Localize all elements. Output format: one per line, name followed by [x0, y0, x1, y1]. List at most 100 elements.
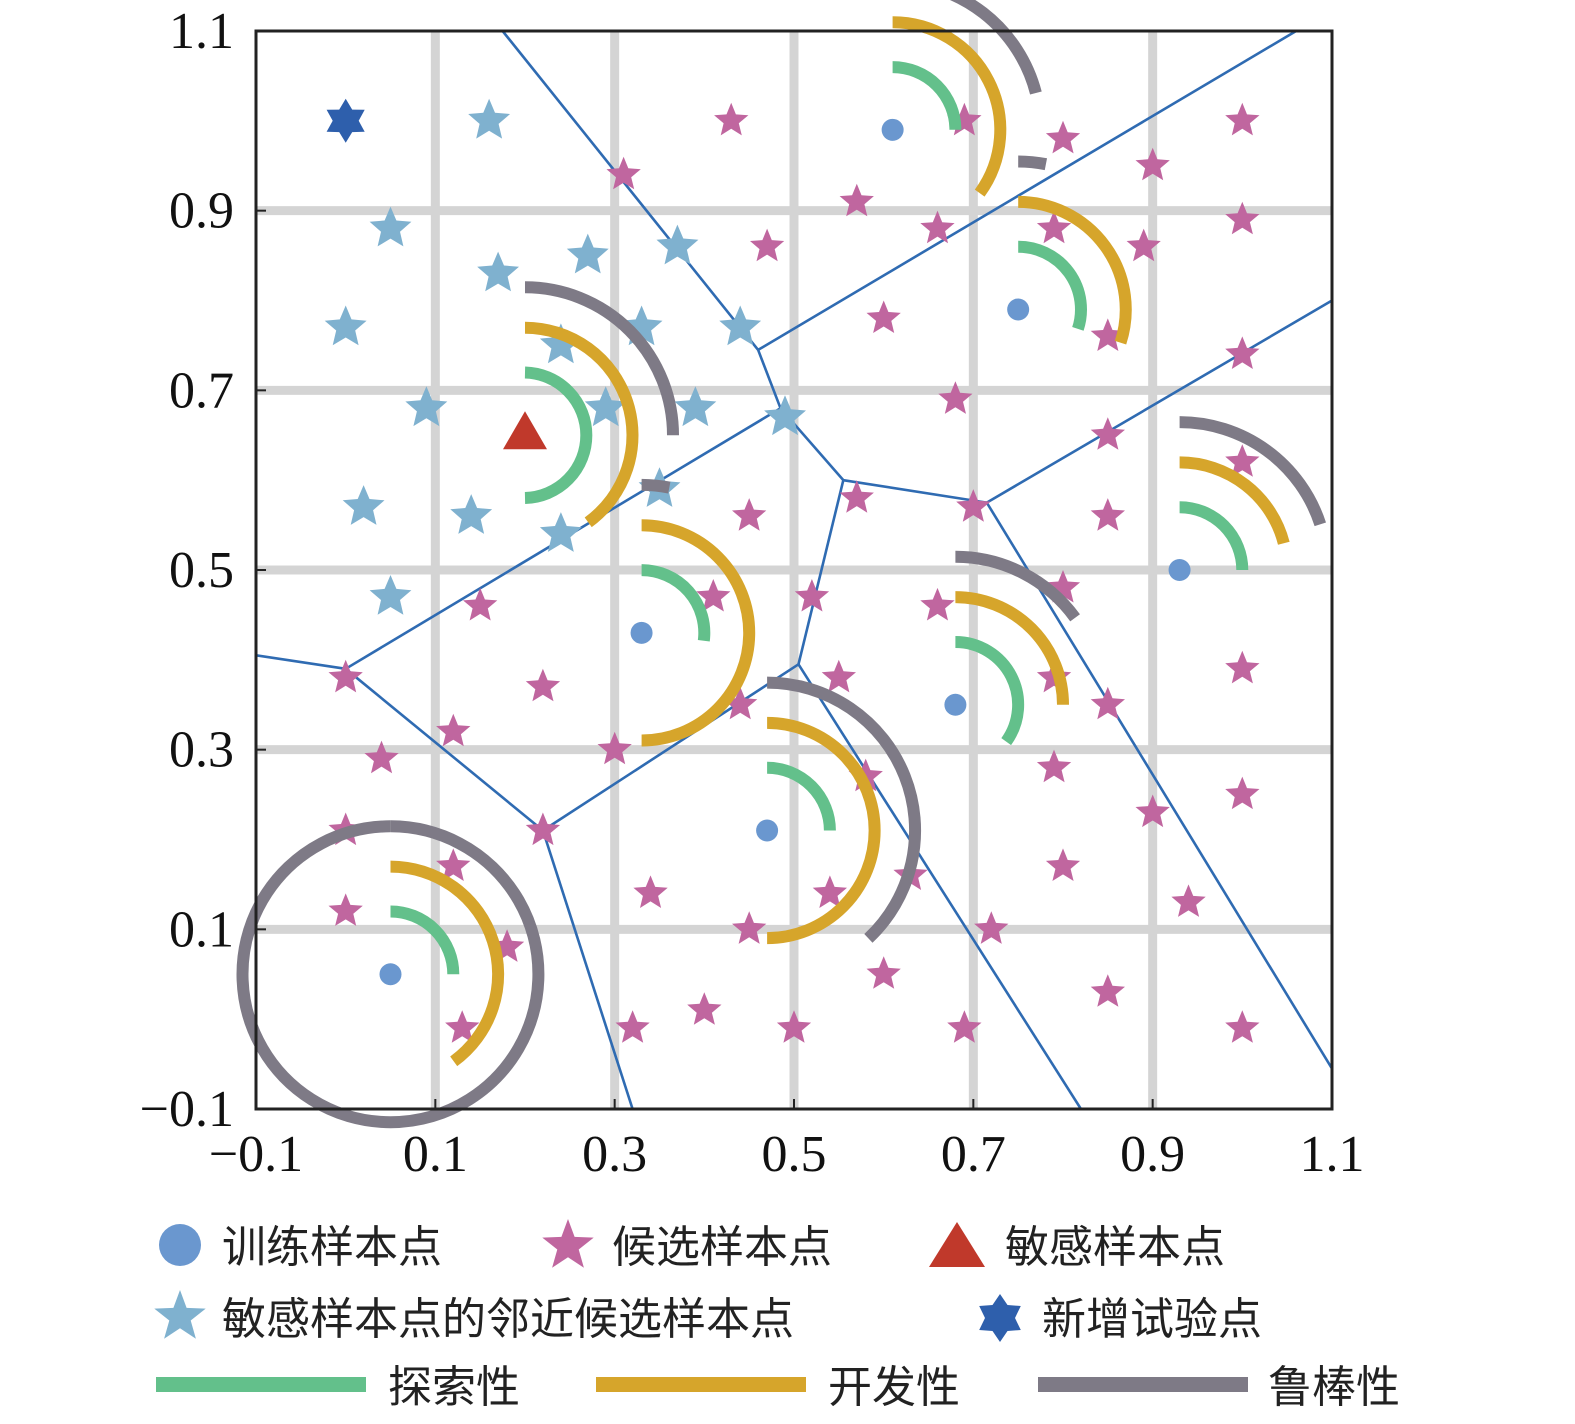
neighbor-point: [369, 575, 412, 615]
candidate-point: [1045, 848, 1081, 881]
voronoi-edge: [542, 663, 800, 832]
voronoi-edge: [985, 501, 1332, 1070]
candidate-points: [328, 102, 1260, 1043]
y-tick-label: 0.5: [169, 542, 234, 599]
legend-candidate-marker: [542, 1219, 594, 1268]
training-point: [1168, 559, 1191, 581]
training-point: [881, 118, 904, 141]
neighbor-point: [566, 233, 609, 274]
indicator-arcs: [236, 0, 1327, 1129]
legend-training-label: 训练样本点: [222, 1222, 442, 1273]
training-point: [756, 819, 779, 842]
neighbor-point: [369, 206, 412, 247]
candidate-point: [866, 956, 901, 989]
legend-robustness-label: 鲁棒性: [1268, 1362, 1400, 1413]
voronoi-edge: [756, 349, 782, 409]
robustness-arc: [949, 0, 1042, 95]
candidate-point: [687, 992, 722, 1025]
neighbor-point: [468, 98, 511, 139]
candidate-point: [696, 579, 731, 612]
y-tick-label: 0.7: [169, 362, 234, 419]
legend-candidate-label: 候选样本点: [612, 1222, 832, 1273]
candidate-point: [866, 300, 901, 333]
candidate-point: [633, 875, 668, 908]
legend-robustness-line: [1038, 1377, 1248, 1392]
neighbor-point: [324, 305, 367, 346]
candidate-point: [597, 731, 632, 765]
exploration-arc: [524, 366, 593, 504]
candidate-point: [732, 911, 767, 944]
candidate-point: [1036, 749, 1072, 783]
legend-exploitation-line: [596, 1377, 806, 1392]
exploration-arc: [1018, 240, 1087, 331]
y-axis: −0.1 0.1 0.3 0.5 0.7 0.9 1.1: [140, 3, 266, 1138]
neighbor-point: [656, 224, 699, 265]
y-tick-label: 0.1: [169, 901, 234, 958]
exploration-arc: [766, 761, 836, 831]
candidate-point: [1171, 884, 1206, 917]
voronoi-edge: [541, 830, 634, 1109]
neighbor-point: [405, 386, 448, 427]
y-tick-label: 1.1: [169, 3, 234, 60]
voronoi-edge: [344, 667, 544, 832]
candidate-point: [839, 480, 874, 513]
x-tick-label: 0.3: [582, 1126, 647, 1183]
exploitation-arc: [1018, 195, 1132, 345]
voronoi-edge: [797, 479, 845, 665]
candidate-point: [1225, 444, 1260, 477]
candidate-point: [839, 183, 874, 217]
legend-new-point-marker: [979, 1294, 1021, 1342]
candidate-point: [436, 848, 471, 881]
candidate-point: [1225, 336, 1260, 369]
candidate-point: [714, 102, 749, 136]
training-point: [379, 963, 402, 986]
candidate-point: [947, 1010, 982, 1043]
exploitation-arc: [955, 591, 1070, 705]
neighbor-point: [342, 485, 385, 525]
voronoi-diagram: [256, 31, 1332, 1109]
robustness-arc: [524, 281, 679, 436]
robustness-arc: [641, 478, 671, 494]
candidate-point: [1225, 776, 1260, 810]
candidate-point: [812, 875, 847, 908]
sensitive-point: [503, 411, 547, 450]
exploration-arc: [955, 636, 1025, 746]
robustness-arc: [1018, 155, 1048, 171]
exploration-arc: [892, 61, 962, 131]
neighbor-points: [324, 98, 806, 615]
candidate-point: [1135, 794, 1170, 828]
candidate-point: [364, 740, 399, 774]
candidate-point: [732, 498, 767, 531]
candidate-point: [974, 911, 1009, 944]
training-point: [1007, 298, 1030, 321]
neighbor-point: [477, 251, 519, 292]
voronoi-edge: [757, 31, 1297, 352]
voronoi-edge: [501, 31, 760, 351]
candidate-point: [723, 686, 758, 720]
robustness-arc: [236, 820, 545, 1129]
candidate-point: [956, 489, 991, 522]
legend-neighbor-marker: [154, 1290, 206, 1339]
candidate-point: [794, 579, 830, 612]
neighbor-point: [539, 323, 582, 364]
special-points: [326, 98, 1191, 986]
candidate-point: [920, 587, 955, 621]
candidate-point: [1126, 228, 1161, 262]
exploitation-arc: [1179, 456, 1290, 545]
legend-training-marker: [159, 1224, 201, 1266]
x-tick-label: 0.1: [403, 1126, 468, 1183]
legend-exploration-label: 探索性: [388, 1362, 520, 1413]
neighbor-point: [719, 305, 762, 346]
candidate-point: [1225, 102, 1260, 136]
voronoi-edge: [256, 654, 346, 671]
robustness-arc: [767, 676, 922, 943]
candidate-point: [445, 1010, 480, 1043]
candidate-point: [920, 210, 955, 244]
exploitation-arc: [641, 519, 756, 747]
candidate-point: [1045, 120, 1081, 154]
candidate-point: [463, 587, 498, 621]
voronoi-edge: [843, 478, 987, 504]
training-point: [630, 621, 653, 644]
legend-neighbor-label: 敏感样本点的邻近候选样本点: [222, 1294, 794, 1345]
